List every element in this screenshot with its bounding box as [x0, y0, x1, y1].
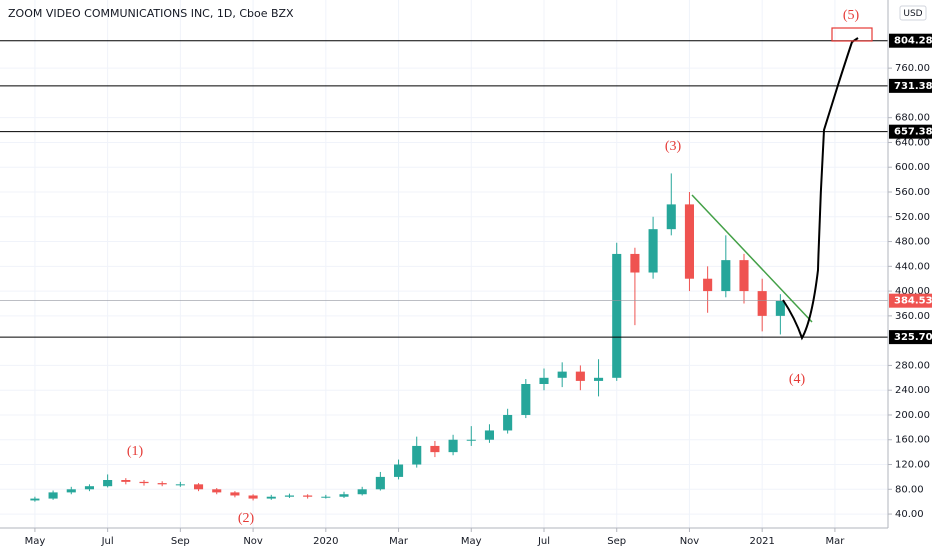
level-label: 804.28 — [894, 36, 932, 47]
axes: 40.00 80.00 120.00 160.00 200.00 240.00 280.00… — [25, 33, 932, 547]
grid — [0, 0, 888, 528]
candle-body — [139, 481, 149, 484]
y-tick-label: 520.00 — [895, 212, 930, 223]
level-label: 731.38 — [894, 81, 932, 92]
candle-body — [666, 204, 676, 230]
y-tick-label: 680.00 — [895, 113, 930, 124]
y-tick-label: 360.00 — [895, 311, 930, 322]
candle-body — [175, 484, 185, 486]
candle-body — [339, 494, 349, 497]
candle-body — [266, 496, 276, 499]
candle-body — [648, 229, 658, 273]
candle-body — [775, 300, 785, 316]
candle-body — [412, 445, 422, 465]
wave-label: (2) — [238, 511, 255, 526]
wave-label: (1) — [127, 444, 144, 459]
y-tick-label: 200.00 — [895, 410, 930, 421]
candle-body — [375, 476, 385, 490]
y-tick-label: 560.00 — [895, 187, 930, 198]
level-label-box — [889, 124, 932, 139]
candle-body — [284, 495, 294, 497]
candle-body — [303, 495, 313, 497]
candle-body — [357, 489, 367, 495]
level-label: 325.70 — [894, 332, 932, 343]
candle-body — [503, 414, 513, 431]
x-tick-label: 2021 — [749, 536, 774, 547]
candle-body — [557, 371, 567, 378]
wave-label: (5) — [843, 8, 860, 23]
candle-body — [230, 492, 240, 496]
x-tick-label: Mar — [389, 536, 409, 547]
candle-body — [66, 489, 76, 493]
x-tick-label: May — [461, 536, 482, 547]
x-tick-label: Jul — [101, 536, 114, 547]
y-tick-label: 120.00 — [895, 460, 930, 471]
level-label-box — [889, 78, 932, 93]
last-price-label: 384.53 — [894, 296, 932, 307]
y-tick-label: 440.00 — [895, 261, 930, 272]
y-tick-label: 80.00 — [895, 484, 924, 495]
currency: USD — [903, 9, 922, 19]
y-tick-label: 280.00 — [895, 360, 930, 371]
candle-body — [84, 486, 94, 490]
target-box — [831, 27, 873, 42]
candle-body — [448, 439, 458, 453]
projection-path — [782, 37, 859, 341]
wave-label: (3) — [665, 139, 682, 154]
wave-label: (4) — [789, 372, 806, 387]
candle-body — [157, 483, 167, 485]
candle-body — [484, 430, 494, 440]
candle-body — [612, 253, 622, 378]
candle-body — [321, 496, 331, 498]
level-label: 657.38 — [894, 127, 932, 138]
candle-body — [757, 291, 767, 316]
y-tick-label: 640.00 — [895, 137, 930, 148]
y-tick-label: 40.00 — [895, 509, 924, 520]
candle-body — [212, 489, 222, 493]
x-tick-label: Nov — [243, 536, 263, 547]
candle-body — [121, 480, 131, 482]
candle-body — [103, 480, 113, 487]
candle-body — [48, 492, 58, 499]
candle-body — [30, 498, 40, 501]
candle-body — [575, 371, 585, 381]
y-tick-label: 480.00 — [895, 237, 930, 248]
trend-line — [691, 194, 813, 323]
candle-body — [430, 445, 440, 453]
candle-body — [248, 495, 258, 499]
candle-body — [466, 439, 476, 441]
y-tick-label: 600.00 — [895, 162, 930, 173]
candle-body — [394, 464, 404, 477]
level-label-box — [889, 330, 932, 345]
x-tick-label: Sep — [171, 536, 190, 547]
drawings — [691, 27, 873, 341]
y-tick-label: 400.00 — [895, 286, 930, 297]
candle-body — [539, 377, 549, 384]
candle-body — [594, 377, 604, 381]
x-tick-label: Sep — [607, 536, 626, 547]
candle-body — [739, 260, 749, 292]
currency-box — [899, 5, 927, 21]
last-price-box — [889, 293, 932, 308]
level-label-box — [889, 33, 932, 48]
candles — [0, 40, 888, 502]
candle-body — [684, 204, 694, 279]
candle-body — [703, 278, 713, 292]
y-tick-label: 760.00 — [895, 63, 930, 74]
x-tick-label: Nov — [680, 536, 700, 547]
candle-body — [630, 253, 640, 273]
x-tick-label: Mar — [825, 536, 845, 547]
y-tick-label: 240.00 — [895, 385, 930, 396]
candle-body — [194, 484, 204, 490]
candle-body — [521, 384, 531, 415]
y-tick-label: 160.00 — [895, 435, 930, 446]
x-tick-label: Jul — [537, 536, 550, 547]
x-tick-label: May — [25, 536, 46, 547]
chart-title: ZOOM VIDEO COMMUNICATIONS INC, 1D, Cboe … — [8, 7, 294, 20]
x-tick-label: 2020 — [313, 536, 338, 547]
candle-body — [721, 260, 731, 292]
